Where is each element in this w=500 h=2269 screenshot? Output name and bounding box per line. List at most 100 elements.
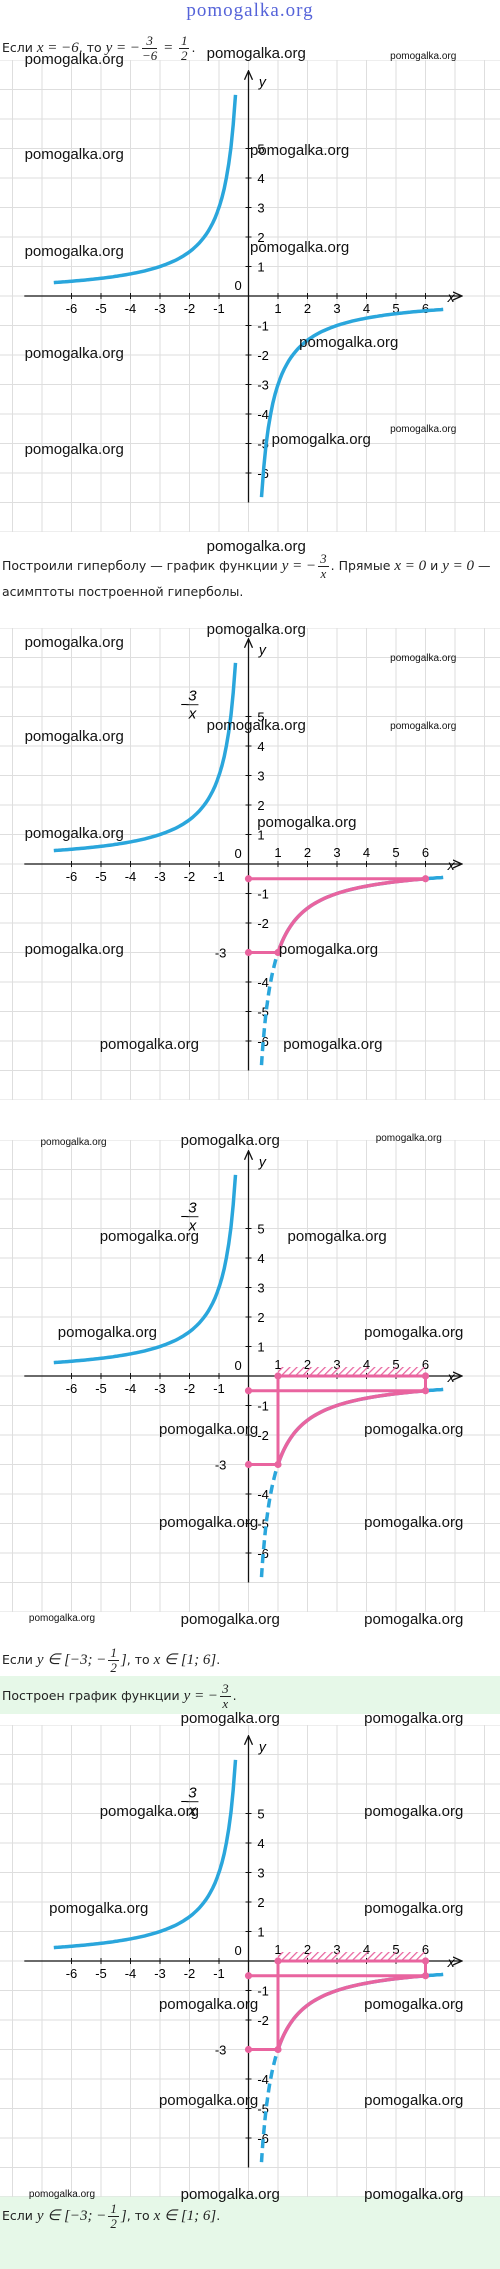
text-line: Если y ∈ [−3; −1 2], то x ∈ [1; 6].	[0, 2196, 500, 2269]
x-tick-label: 6	[422, 301, 429, 316]
hyperbola-right	[259, 307, 444, 498]
x-tick-label: -1	[213, 1966, 225, 1981]
x-tick-label: 6	[422, 1942, 429, 1957]
watermark: pomogalka.org	[99, 1803, 199, 1821]
x-tick-label: 5	[392, 301, 399, 316]
watermark: pomogalka.org	[257, 813, 357, 831]
x-tick-label: -3	[154, 869, 166, 884]
watermark: pomogalka.org	[28, 1612, 96, 1624]
y-tick-label: -3	[215, 1458, 227, 1473]
watermark: pomogalka.org	[287, 1228, 387, 1246]
watermark: pomogalka.org	[99, 1036, 199, 1054]
x-tick-label: -1	[213, 301, 225, 316]
function-den: x	[188, 1803, 197, 1820]
y-tick-label: 5	[257, 1807, 264, 1822]
x-tick-label: -3	[154, 1966, 166, 1981]
point	[274, 948, 282, 957]
point	[421, 875, 430, 883]
watermark: pomogalka.org	[206, 537, 306, 555]
watermark: pomogalka.org	[158, 1514, 259, 1532]
text: и	[426, 558, 443, 573]
range-curve	[276, 1389, 426, 1466]
y-axis-label: y	[258, 74, 267, 90]
watermark: pomogalka.org	[249, 238, 350, 256]
watermark: pomogalka.org	[364, 1900, 464, 1918]
math: =	[159, 40, 177, 56]
math: y = −	[281, 558, 317, 574]
watermark: pomogalka.org	[158, 2092, 259, 2110]
watermark: pomogalka.org	[364, 1514, 464, 1532]
x-tick-label: -2	[184, 869, 196, 884]
text: , то	[78, 40, 106, 55]
y-tick-label: -5	[257, 1005, 269, 1020]
x-tick-label: -6	[66, 1966, 78, 1981]
hyperbola-right	[259, 1463, 280, 1578]
x-tick-label: 1	[274, 301, 281, 316]
y-tick-label: -6	[257, 2131, 269, 2146]
watermark: pomogalka.org	[364, 2092, 464, 2110]
origin-label: 0	[235, 278, 242, 293]
y-axis-label: y	[258, 642, 267, 658]
x-tick-label: -2	[184, 1966, 196, 1981]
numerator: 1	[108, 1645, 119, 1661]
x-tick-label: 3	[333, 845, 340, 860]
point	[244, 875, 253, 883]
watermark: pomogalka.org	[24, 440, 124, 458]
math: y ∈ [−3; −	[36, 1652, 107, 1668]
watermark: pomogalka.org	[390, 50, 457, 62]
x-tick-label: 2	[304, 1942, 311, 1957]
x-tick-label: 5	[392, 1357, 399, 1372]
watermark: pomogalka.org	[180, 1611, 280, 1629]
y-tick-label: 2	[257, 1895, 264, 1910]
x-tick-label: -1	[213, 1381, 225, 1396]
watermark: pomogalka.org	[364, 1611, 464, 1629]
x-tick-label: 2	[304, 1357, 311, 1372]
numerator: 3	[220, 1681, 231, 1697]
text: Если	[2, 40, 37, 55]
y-tick-label: 2	[257, 798, 264, 813]
watermark: pomogalka.org	[364, 1995, 464, 2013]
watermark: pomogalka.org	[390, 423, 457, 435]
function-num: 3	[188, 1785, 197, 1802]
origin-label: 0	[235, 846, 242, 861]
y-tick-label: -3	[215, 946, 227, 961]
x-tick-label: -4	[125, 301, 137, 316]
x-axis-label: x	[447, 1954, 456, 1970]
graph: xy0-6 -5 -4 -3 -2 -11 2 3 4 5 654321-1-2-3-4-5-6−3…	[0, 628, 500, 1100]
y-tick-label: -5	[257, 1517, 269, 1532]
watermark: pomogalka.org	[24, 940, 124, 958]
text-line: Построили гиперболу — график функции y =…	[2, 552, 496, 603]
x-tick-label: -5	[95, 1381, 107, 1396]
y-tick-label: 4	[257, 739, 264, 754]
math: ]	[120, 1652, 127, 1668]
fraction: 3 −6	[142, 34, 158, 63]
point	[274, 1372, 282, 1380]
text: Построен график функции	[2, 1688, 184, 1703]
y-tick-label: -2	[257, 2013, 269, 2028]
function-num: 3	[188, 688, 197, 705]
x-tick-label: 3	[333, 1357, 340, 1372]
y-tick-label: 2	[257, 230, 264, 245]
hyperbola-left	[53, 94, 238, 285]
text: . Прямые	[330, 558, 395, 573]
watermark: pomogalka.org	[206, 621, 306, 639]
watermark: pomogalka.org	[364, 1323, 464, 1341]
text: Построили гиперболу — график функции	[2, 558, 282, 573]
hyperbola-left	[53, 1759, 238, 1950]
x-tick-label: -6	[66, 301, 78, 316]
text: .	[216, 2208, 221, 2223]
x-tick-label: -3	[154, 301, 166, 316]
watermark: pomogalka.org	[24, 50, 124, 68]
y-tick-label: -1	[257, 1984, 269, 1999]
watermark: pomogalka.org	[99, 1228, 199, 1246]
x-tick-label: 6	[422, 1357, 429, 1372]
text-line: Если y ∈ [−3; −1 2], то x ∈ [1; 6].	[2, 1646, 496, 1675]
point	[274, 2045, 282, 2054]
watermark: pomogalka.org	[24, 728, 124, 746]
math: x = −6	[36, 40, 79, 56]
y-tick-label: -1	[257, 1399, 269, 1414]
